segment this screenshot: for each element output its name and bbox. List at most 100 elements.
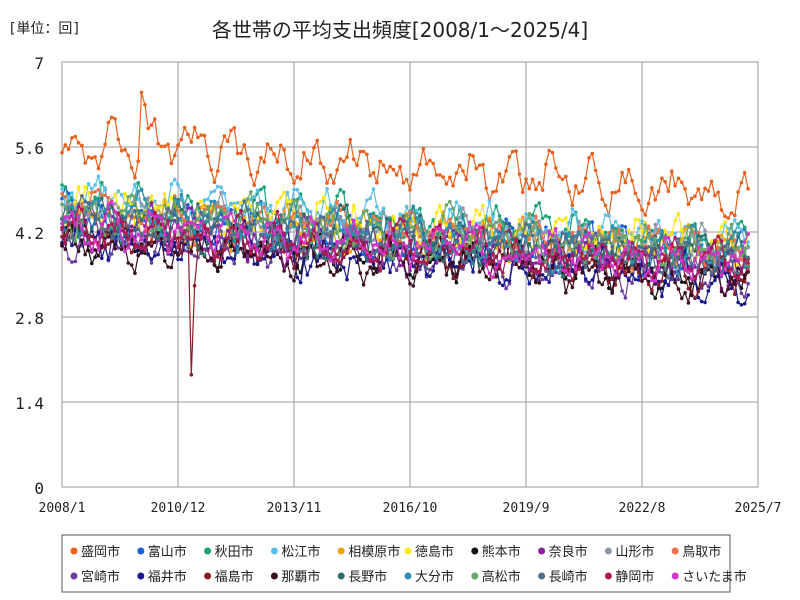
data-point [610, 256, 614, 260]
data-point [514, 237, 518, 241]
data-point [706, 289, 711, 293]
data-point [375, 204, 379, 209]
data-point [136, 232, 140, 237]
data-point [577, 225, 581, 230]
data-point [80, 226, 84, 231]
data-point [703, 228, 707, 233]
series-20 [60, 199, 750, 283]
data-point [375, 217, 379, 221]
data-point [699, 257, 704, 262]
data-point [464, 227, 469, 231]
data-point [302, 246, 306, 251]
data-point [149, 240, 154, 244]
data-point [431, 161, 436, 166]
legend-label: さいたま市 [682, 569, 747, 585]
data-point [633, 191, 638, 196]
data-point [73, 259, 78, 264]
data-point [129, 205, 134, 209]
data-point [292, 209, 296, 213]
data-point [467, 228, 472, 232]
data-point [269, 146, 273, 151]
data-point [249, 211, 253, 215]
data-point [501, 179, 505, 184]
data-point [119, 236, 124, 240]
data-point [514, 258, 518, 263]
data-point [245, 249, 250, 254]
data-point [345, 203, 349, 207]
data-point [550, 150, 555, 155]
data-point [464, 246, 469, 251]
data-point [189, 140, 194, 144]
legend-label: 長野市 [348, 569, 387, 585]
data-point [113, 192, 117, 197]
data-point [156, 141, 160, 146]
data-point [656, 238, 661, 243]
data-point [262, 224, 267, 229]
data-point [421, 241, 426, 246]
data-point [408, 250, 412, 255]
data-point [699, 197, 704, 202]
data-point [103, 193, 107, 198]
data-point [371, 171, 376, 175]
data-point [133, 245, 137, 249]
data-point [414, 219, 419, 224]
data-point [593, 252, 598, 257]
data-point [504, 244, 508, 248]
x-tick-label: 2010/12 [151, 501, 206, 516]
data-point [216, 169, 220, 173]
data-point [325, 187, 329, 191]
data-point [686, 267, 691, 272]
data-point [414, 173, 419, 177]
data-point [368, 222, 373, 227]
data-point [222, 191, 227, 196]
data-point [398, 164, 402, 169]
data-point [564, 291, 568, 295]
data-point [696, 245, 701, 249]
data-point [623, 271, 628, 276]
data-point [209, 199, 213, 204]
data-point [564, 277, 568, 281]
data-point [703, 186, 707, 191]
data-point [428, 267, 432, 272]
data-point [278, 143, 283, 148]
data-point [670, 249, 674, 253]
data-point [580, 227, 585, 232]
data-point [255, 261, 260, 265]
data-point [172, 196, 177, 201]
data-point [133, 249, 137, 254]
data-point [630, 281, 634, 285]
data-point [550, 233, 555, 238]
data-point [328, 223, 333, 228]
data-point [338, 253, 343, 258]
data-point [746, 232, 750, 236]
data-point [305, 216, 310, 220]
data-point [643, 249, 648, 254]
data-point [186, 221, 190, 225]
data-point [544, 251, 548, 255]
data-point [146, 241, 150, 245]
data-point [186, 132, 190, 137]
data-point [305, 158, 310, 163]
data-point [255, 203, 260, 207]
data-point [242, 199, 247, 203]
data-point [275, 233, 280, 237]
data-point [481, 259, 485, 264]
data-point [706, 254, 711, 258]
data-point [438, 227, 442, 232]
data-point [686, 225, 691, 229]
data-point [259, 240, 263, 245]
data-point [86, 208, 91, 213]
data-point [454, 171, 459, 175]
legend-item: 鳥取市 [671, 544, 721, 560]
data-point [530, 269, 535, 273]
data-point [739, 303, 744, 307]
data-point [295, 275, 300, 280]
data-point [693, 194, 697, 198]
data-point [597, 224, 601, 229]
data-point [189, 206, 194, 210]
data-point [176, 257, 180, 262]
data-point [212, 204, 217, 209]
data-point [375, 180, 379, 185]
data-point [202, 232, 207, 236]
data-point [580, 256, 585, 261]
